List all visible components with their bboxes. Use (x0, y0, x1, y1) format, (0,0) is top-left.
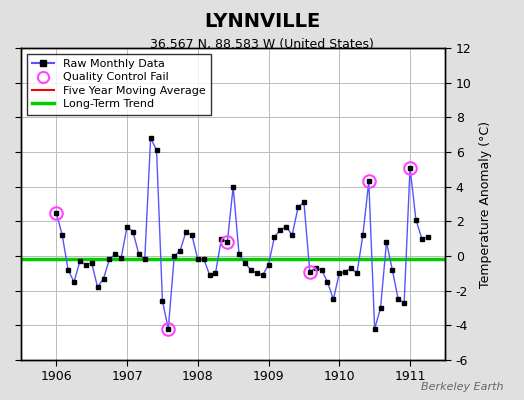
Text: 36.567 N, 88.583 W (United States): 36.567 N, 88.583 W (United States) (150, 38, 374, 51)
Legend: Raw Monthly Data, Quality Control Fail, Five Year Moving Average, Long-Term Tren: Raw Monthly Data, Quality Control Fail, … (27, 54, 212, 115)
Text: Berkeley Earth: Berkeley Earth (421, 382, 503, 392)
Text: LYNNVILLE: LYNNVILLE (204, 12, 320, 31)
Y-axis label: Temperature Anomaly (°C): Temperature Anomaly (°C) (478, 120, 492, 288)
